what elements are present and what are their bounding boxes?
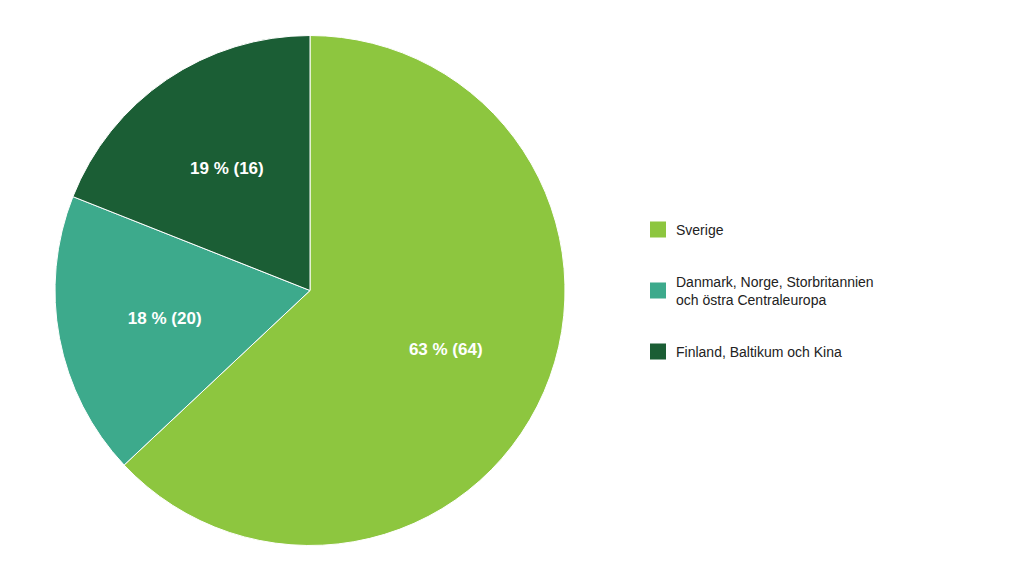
- legend: Sverige Danmark, Norge, Storbritannienoch…: [650, 222, 874, 360]
- data-label: 18 % (20): [128, 309, 202, 328]
- legend-swatch: [650, 344, 666, 360]
- legend-label: Finland, Baltikum och Kina: [676, 344, 842, 360]
- legend-swatch: [650, 222, 666, 238]
- data-labels: 63 % (64) 18 % (20) 19 % (16): [128, 159, 483, 359]
- data-label: 63 % (64): [409, 340, 483, 359]
- pie-slice: [73, 36, 310, 291]
- legend-swatch: [650, 283, 666, 299]
- legend-label: Sverige: [676, 222, 724, 238]
- legend-item: Finland, Baltikum och Kina: [650, 344, 842, 360]
- legend-item: Sverige: [650, 222, 724, 238]
- data-label: 19 % (16): [190, 159, 264, 178]
- legend-item: Danmark, Norge, Storbritannienoch östra …: [650, 274, 874, 308]
- pie: [55, 36, 565, 546]
- chart-container: 63 % (64) 18 % (20) 19 % (16) Sverige Danmar…: [0, 0, 1011, 581]
- legend-label: Danmark, Norge, Storbritannienoch östra …: [676, 274, 874, 308]
- chart: 63 % (64) 18 % (20) 19 % (16) Sverige Danmar…: [0, 0, 1011, 581]
